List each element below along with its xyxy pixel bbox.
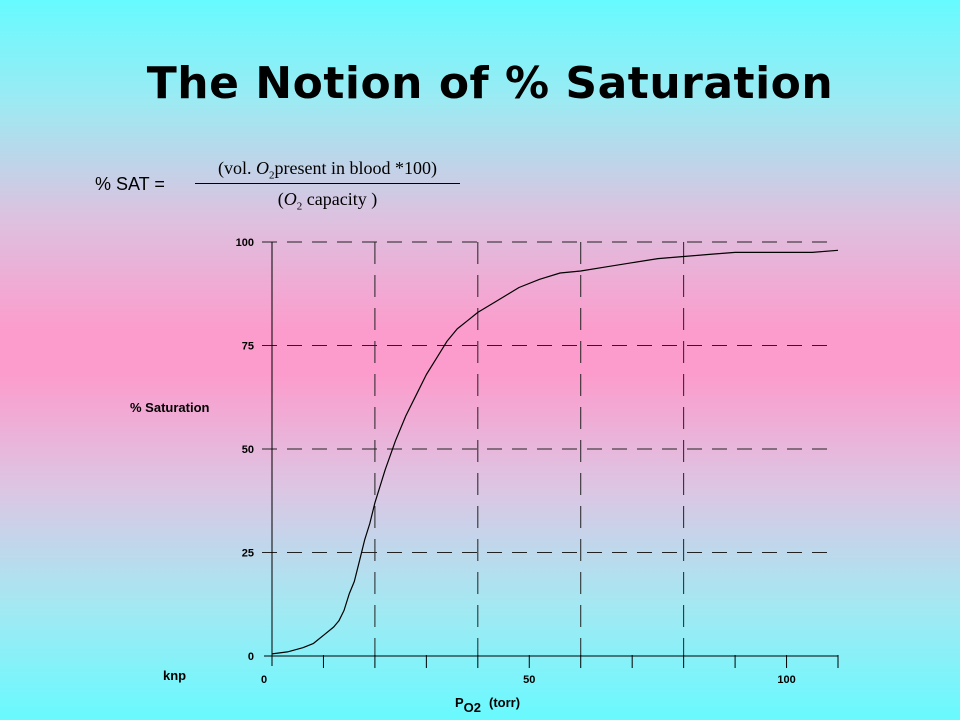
- y-tick-label-50: 50: [242, 444, 254, 456]
- x-axis-label-unit: (torr): [489, 695, 520, 710]
- y-tick-label-100: 100: [236, 237, 254, 249]
- page-title: The Notion of % Saturation: [146, 58, 834, 109]
- x-tick-label-50: 50: [523, 674, 535, 686]
- denominator-o: O: [283, 189, 297, 209]
- formula-numerator: (vol. O2present in blood *100): [195, 158, 460, 182]
- formula-denominator: (O2 capacity ): [195, 189, 460, 213]
- numerator-after: present in blood *100): [274, 158, 437, 178]
- series-layer: [271, 249, 839, 655]
- x-tick-label-0: 0: [261, 674, 267, 686]
- numerator-o: O: [256, 158, 269, 178]
- y-tick-label-0: 0: [248, 651, 254, 663]
- denominator-sub: 2: [296, 200, 303, 213]
- y-axis-label: % Saturation: [130, 400, 210, 415]
- corner-label: knp: [163, 668, 186, 683]
- axes-layer: [264, 242, 839, 668]
- x-axis-label-sub: O2: [464, 700, 481, 715]
- fraction-bar: [195, 183, 460, 184]
- saturation-curve-0: [271, 249, 839, 655]
- y-tick-label-25: 25: [242, 548, 254, 560]
- x-tick-label-100: 100: [777, 674, 795, 686]
- denominator-after: capacity ): [302, 189, 378, 209]
- numerator-sub: 2: [269, 169, 275, 182]
- y-tick-label-75: 75: [242, 341, 254, 353]
- numerator-before: (vol.: [218, 158, 256, 178]
- formula-label: % SAT =: [95, 174, 165, 194]
- denominator-before: (: [277, 189, 284, 209]
- x-axis-label-main: P: [455, 695, 464, 710]
- grid-layer: [262, 241, 832, 656]
- x-axis-label: PO2 (torr): [455, 695, 520, 715]
- labels-layer: 0 25 50 75 100 0 50 100: [236, 237, 796, 686]
